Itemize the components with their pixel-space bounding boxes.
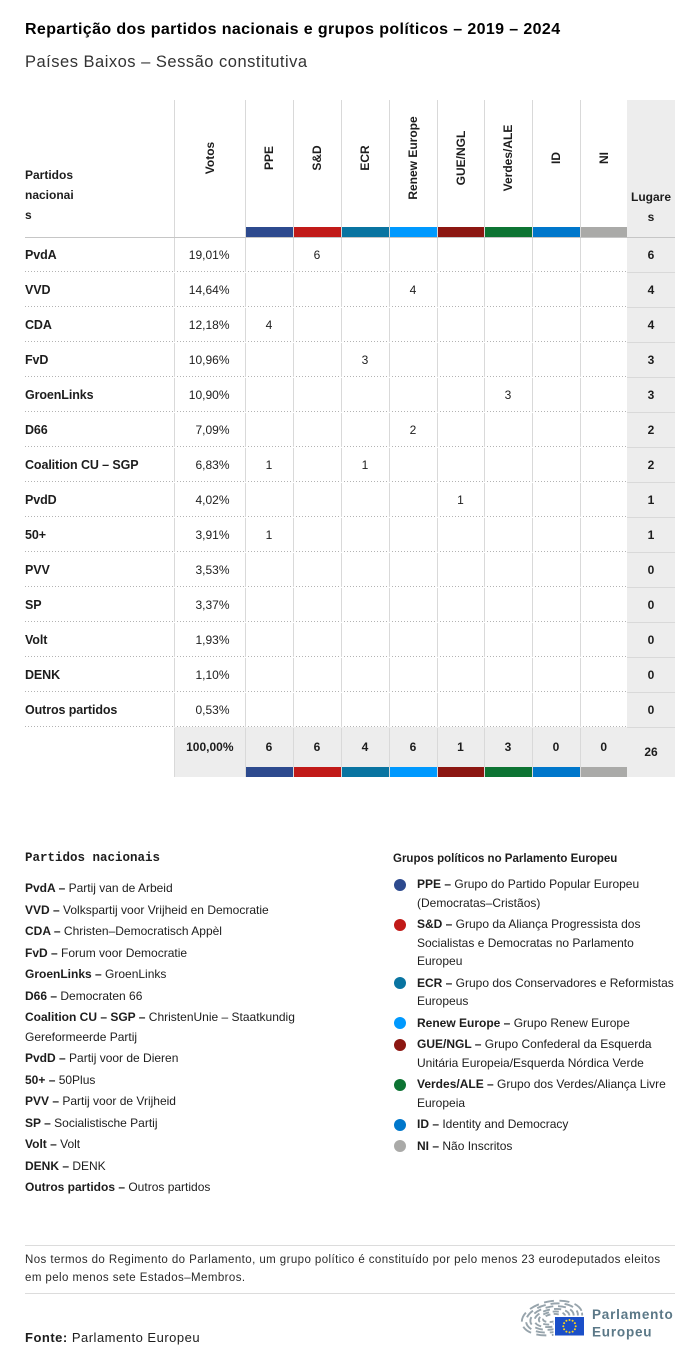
svg-text:Europeu: Europeu	[592, 1324, 652, 1339]
svg-text:Parlamento: Parlamento	[592, 1307, 674, 1322]
